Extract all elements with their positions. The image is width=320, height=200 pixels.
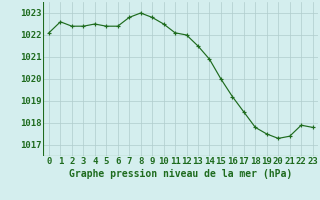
X-axis label: Graphe pression niveau de la mer (hPa): Graphe pression niveau de la mer (hPa) <box>69 169 292 179</box>
